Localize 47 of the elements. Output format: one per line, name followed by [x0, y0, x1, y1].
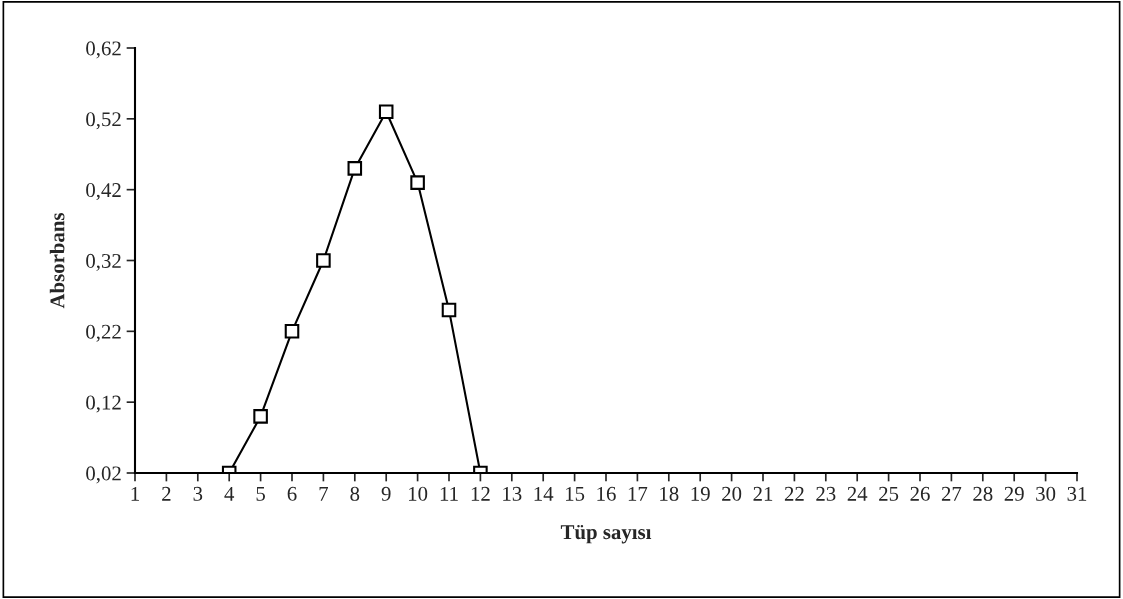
x-axis-title: Tüp sayısı — [560, 524, 652, 544]
x-tick-label: 19 — [691, 486, 710, 501]
x-tick-label: 10 — [409, 486, 428, 501]
x-tick-label: 22 — [784, 486, 804, 501]
y-tick-label: 0,22 — [86, 324, 121, 342]
y-tick-label: 0,02 — [86, 466, 121, 484]
x-tick-label: 26 — [910, 486, 930, 501]
x-tick-label: 13 — [503, 486, 522, 501]
point — [284, 324, 300, 339]
x-tick-label: 28 — [973, 486, 993, 501]
x-tick-label: 9 — [381, 486, 391, 501]
y-tick-label: 0,32 — [86, 253, 121, 271]
x-tick-label: 20 — [722, 486, 742, 501]
x-tick-label: 3 — [193, 486, 203, 501]
point — [316, 253, 331, 268]
x-tick-label: 4 — [224, 486, 235, 501]
point — [253, 409, 268, 424]
x-tick-label: 18 — [660, 486, 679, 501]
x-tick-label: 16 — [597, 486, 616, 501]
point — [410, 175, 425, 190]
y-axis-title: Absorbans — [49, 212, 65, 309]
x-tick-label: 25 — [879, 486, 899, 501]
x-tick-label: 29 — [1004, 486, 1024, 501]
x-tick-label: 5 — [256, 487, 265, 501]
x-tick-label: 2 — [162, 486, 171, 501]
point — [378, 104, 394, 120]
x-tick-label: 30 — [1036, 486, 1056, 501]
y-tick-label: 0,52 — [86, 112, 121, 130]
x-tick-label: 6 — [287, 486, 297, 501]
x-tick-label: 24 — [847, 486, 868, 501]
x-tick-label: 14 — [534, 486, 554, 501]
x-tick-label: 21 — [753, 486, 773, 501]
y-tick-label: 0,12 — [86, 395, 121, 413]
point — [347, 161, 363, 176]
x-tick-label: 1 — [131, 486, 139, 501]
y-tick-label: 0,62 — [86, 41, 121, 59]
x-tick-label: 7 — [319, 487, 329, 501]
x-tick-label: 12 — [471, 486, 490, 501]
x-tick-label: 11 — [440, 486, 458, 501]
x-tick-label: 27 — [941, 486, 962, 501]
x-tick-label: 8 — [350, 486, 360, 501]
x-tick-label: 17 — [628, 486, 648, 501]
point — [441, 302, 457, 318]
x-tick-label: 23 — [816, 486, 836, 501]
x-tick-label: 31 — [1067, 486, 1087, 501]
x-tick-label: 15 — [566, 486, 585, 501]
y-tick-label: 0,42 — [86, 183, 121, 201]
